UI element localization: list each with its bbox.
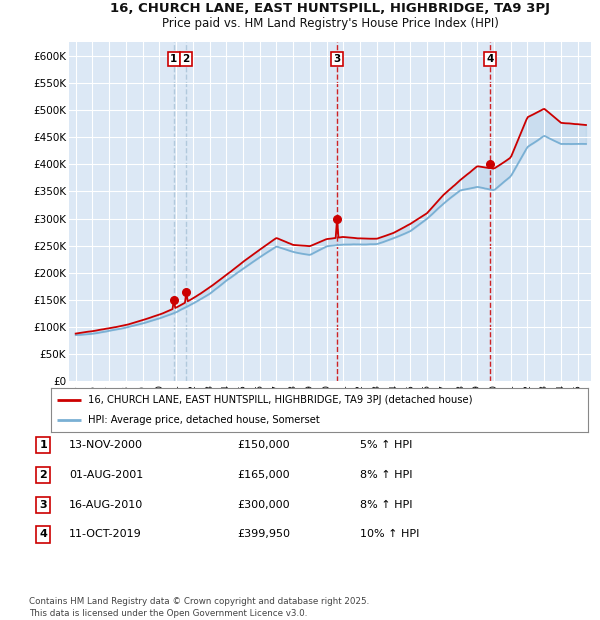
Text: Price paid vs. HM Land Registry's House Price Index (HPI): Price paid vs. HM Land Registry's House … [161,17,499,30]
Text: 16, CHURCH LANE, EAST HUNTSPILL, HIGHBRIDGE, TA9 3PJ (detached house): 16, CHURCH LANE, EAST HUNTSPILL, HIGHBRI… [88,394,472,405]
Text: 2: 2 [40,470,47,480]
Text: 01-AUG-2001: 01-AUG-2001 [69,470,143,480]
Text: 8% ↑ HPI: 8% ↑ HPI [360,470,413,480]
Text: 11-OCT-2019: 11-OCT-2019 [69,529,142,539]
Text: Contains HM Land Registry data © Crown copyright and database right 2025.
This d: Contains HM Land Registry data © Crown c… [29,597,369,618]
Text: 16, CHURCH LANE, EAST HUNTSPILL, HIGHBRIDGE, TA9 3PJ: 16, CHURCH LANE, EAST HUNTSPILL, HIGHBRI… [110,2,550,15]
Text: 16-AUG-2010: 16-AUG-2010 [69,500,143,510]
Text: 1: 1 [40,440,47,450]
Text: 10% ↑ HPI: 10% ↑ HPI [360,529,419,539]
Text: 8% ↑ HPI: 8% ↑ HPI [360,500,413,510]
Text: £150,000: £150,000 [237,440,290,450]
Text: £165,000: £165,000 [237,470,290,480]
Text: £300,000: £300,000 [237,500,290,510]
Text: 4: 4 [487,54,494,64]
Text: 4: 4 [39,529,47,539]
Text: 1: 1 [170,54,178,64]
Text: 2: 2 [182,54,190,64]
Text: HPI: Average price, detached house, Somerset: HPI: Average price, detached house, Some… [88,415,319,425]
Text: 13-NOV-2000: 13-NOV-2000 [69,440,143,450]
Text: 5% ↑ HPI: 5% ↑ HPI [360,440,412,450]
Text: £399,950: £399,950 [237,529,290,539]
Text: 3: 3 [334,54,341,64]
Text: 3: 3 [40,500,47,510]
